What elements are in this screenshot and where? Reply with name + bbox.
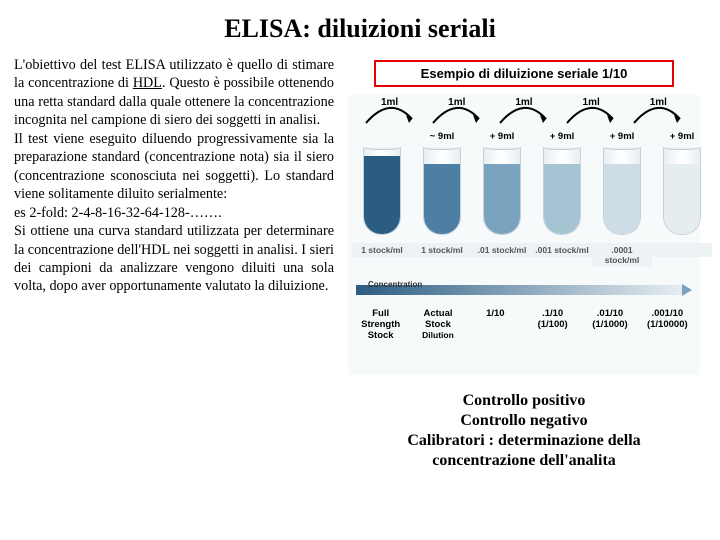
tube-block: + 9ml .0001 stock/ml (592, 131, 652, 267)
gradient-arrow-icon (682, 284, 692, 296)
dilution-fraction: .01/10(1/1000) (581, 309, 638, 342)
example-banner: Esempio di diluizione seriale 1/10 (374, 60, 674, 87)
nine-ml-label: + 9ml (490, 131, 515, 143)
tube-block: + 9ml .001 stock/ml (532, 131, 592, 267)
dilution-fraction: .1/10(1/100) (524, 309, 581, 342)
tube-block: + 9ml .01 stock/ml (472, 131, 532, 267)
description-paragraph: L'obiettivo del test ELISA utilizzato è … (14, 56, 334, 471)
transfer-arrow-icon: 1ml (563, 101, 619, 127)
test-tube-icon (483, 147, 521, 235)
dilution-fraction: 1/10 (467, 309, 524, 342)
stock-label: .001 stock/ml (532, 243, 592, 257)
nine-ml-label: ~ 9ml (430, 131, 455, 143)
stock-label (652, 243, 712, 257)
stock-label: .01 stock/ml (472, 243, 532, 257)
tube-block: 1 stock/ml (352, 131, 412, 267)
right-column: Esempio di diluizione seriale 1/10 1ml1m… (348, 56, 700, 471)
nine-ml-label: + 9ml (610, 131, 635, 143)
test-tube-icon (603, 147, 641, 235)
nine-ml-label: + 9ml (670, 131, 695, 143)
ml-label: 1ml (583, 97, 600, 108)
test-tube-icon (543, 147, 581, 235)
transfer-arrow-icon: 1ml (362, 101, 418, 127)
arrow-row: 1ml 1ml 1ml 1ml 1ml (348, 101, 700, 127)
dilution-diagram: 1ml1ml1ml1ml1ml 1 stock/ml~ 9ml1 stock/m… (348, 95, 700, 375)
concentration-gradient-bar: Concentration (356, 281, 692, 299)
content-columns: L'obiettivo del test ELISA utilizzato è … (0, 56, 720, 471)
test-tube-icon (363, 147, 401, 235)
page-title: ELISA: diluizioni seriali (0, 0, 720, 56)
dilution-fraction: Full StrengthStock (352, 309, 409, 342)
tube-block: ~ 9ml 1 stock/ml (412, 131, 472, 267)
test-tube-icon (663, 147, 701, 235)
stock-label: 1 stock/ml (352, 243, 412, 257)
dilution-fraction: ActualStockDilution (409, 309, 466, 342)
transfer-arrow-icon: 1ml (429, 101, 485, 127)
dilution-fraction: .001/10(1/10000) (639, 309, 696, 342)
stock-label: 1 stock/ml (412, 243, 472, 257)
ml-label: 1ml (381, 97, 398, 108)
controls-text: Controllo positivoControllo negativoCali… (348, 391, 700, 471)
ml-label: 1ml (448, 97, 465, 108)
concentration-label: Concentration (368, 280, 422, 289)
tube-block: + 9ml (652, 131, 712, 267)
transfer-arrow-icon: 1ml (630, 101, 686, 127)
stock-label: .0001 stock/ml (592, 243, 652, 267)
transfer-arrow-icon: 1ml (496, 101, 552, 127)
ml-label: 1ml (650, 97, 667, 108)
tubes-row: 1 stock/ml ~ 9ml 1 stock/ml + 9ml .01 stock/… (348, 131, 700, 267)
ml-label: 1ml (515, 97, 532, 108)
fraction-row: Full StrengthStockActualStockDilution1/1… (348, 309, 700, 342)
test-tube-icon (423, 147, 461, 235)
nine-ml-label: + 9ml (550, 131, 575, 143)
